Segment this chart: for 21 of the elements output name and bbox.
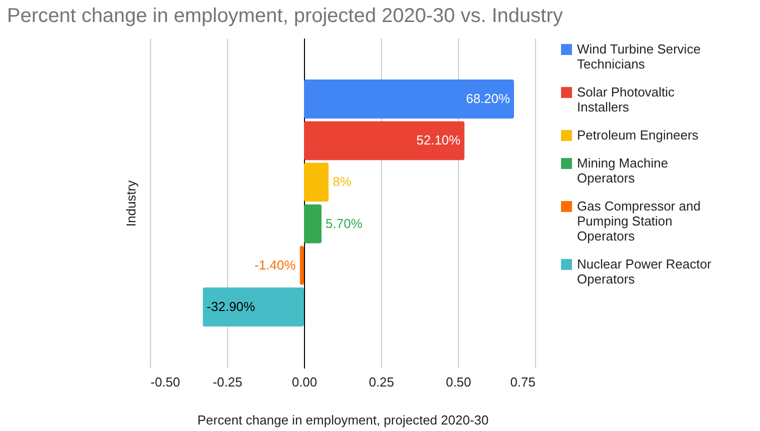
data-label: 8%	[332, 174, 352, 190]
x-tick-label: 0.75	[510, 374, 536, 390]
x-tick-label: 0.25	[368, 374, 394, 390]
x-axis-title: Percent change in employment, projected 2020-30	[197, 412, 489, 428]
y-axis-title: Industry	[124, 180, 138, 227]
legend-label: Petroleum Engineers	[577, 128, 699, 142]
legend-label: Wind Turbine Service Technicians	[577, 42, 701, 72]
chart-title: Percent change in employment, projected 2020-30 vs. Industry	[7, 5, 563, 27]
legend-label: Mining Machine Operators	[577, 156, 668, 186]
x-tick-label: 0.00	[292, 374, 318, 390]
x-tick-label: 0.50	[446, 374, 472, 390]
data-label: -1.40%	[254, 257, 296, 272]
x-tick-label: -0.50	[150, 374, 180, 390]
x-tick-label: -0.25	[212, 374, 242, 390]
data-label: 5.70%	[326, 216, 363, 231]
legend-label: Nuclear Power Reactor Operators	[577, 256, 712, 286]
legend-label: Solar Photovaltic Installers	[577, 84, 676, 114]
legend-label: Gas Compressor and Pumping Station Operators	[577, 198, 701, 244]
data-label: 52.10%	[416, 132, 461, 148]
data-label: 68.20%	[466, 91, 510, 106]
data-label: -32.90%	[206, 298, 256, 314]
